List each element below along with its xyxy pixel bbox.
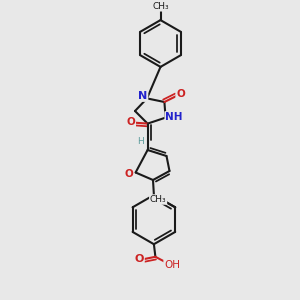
Text: O: O <box>126 117 135 127</box>
Text: O: O <box>134 254 144 264</box>
Text: NH: NH <box>165 112 183 122</box>
Text: O: O <box>176 89 185 100</box>
Text: N: N <box>138 91 147 101</box>
Text: H: H <box>138 137 144 146</box>
Text: CH₃: CH₃ <box>152 2 169 11</box>
Text: O: O <box>124 169 134 179</box>
Text: CH₃: CH₃ <box>150 195 166 204</box>
Text: OH: OH <box>164 260 180 270</box>
